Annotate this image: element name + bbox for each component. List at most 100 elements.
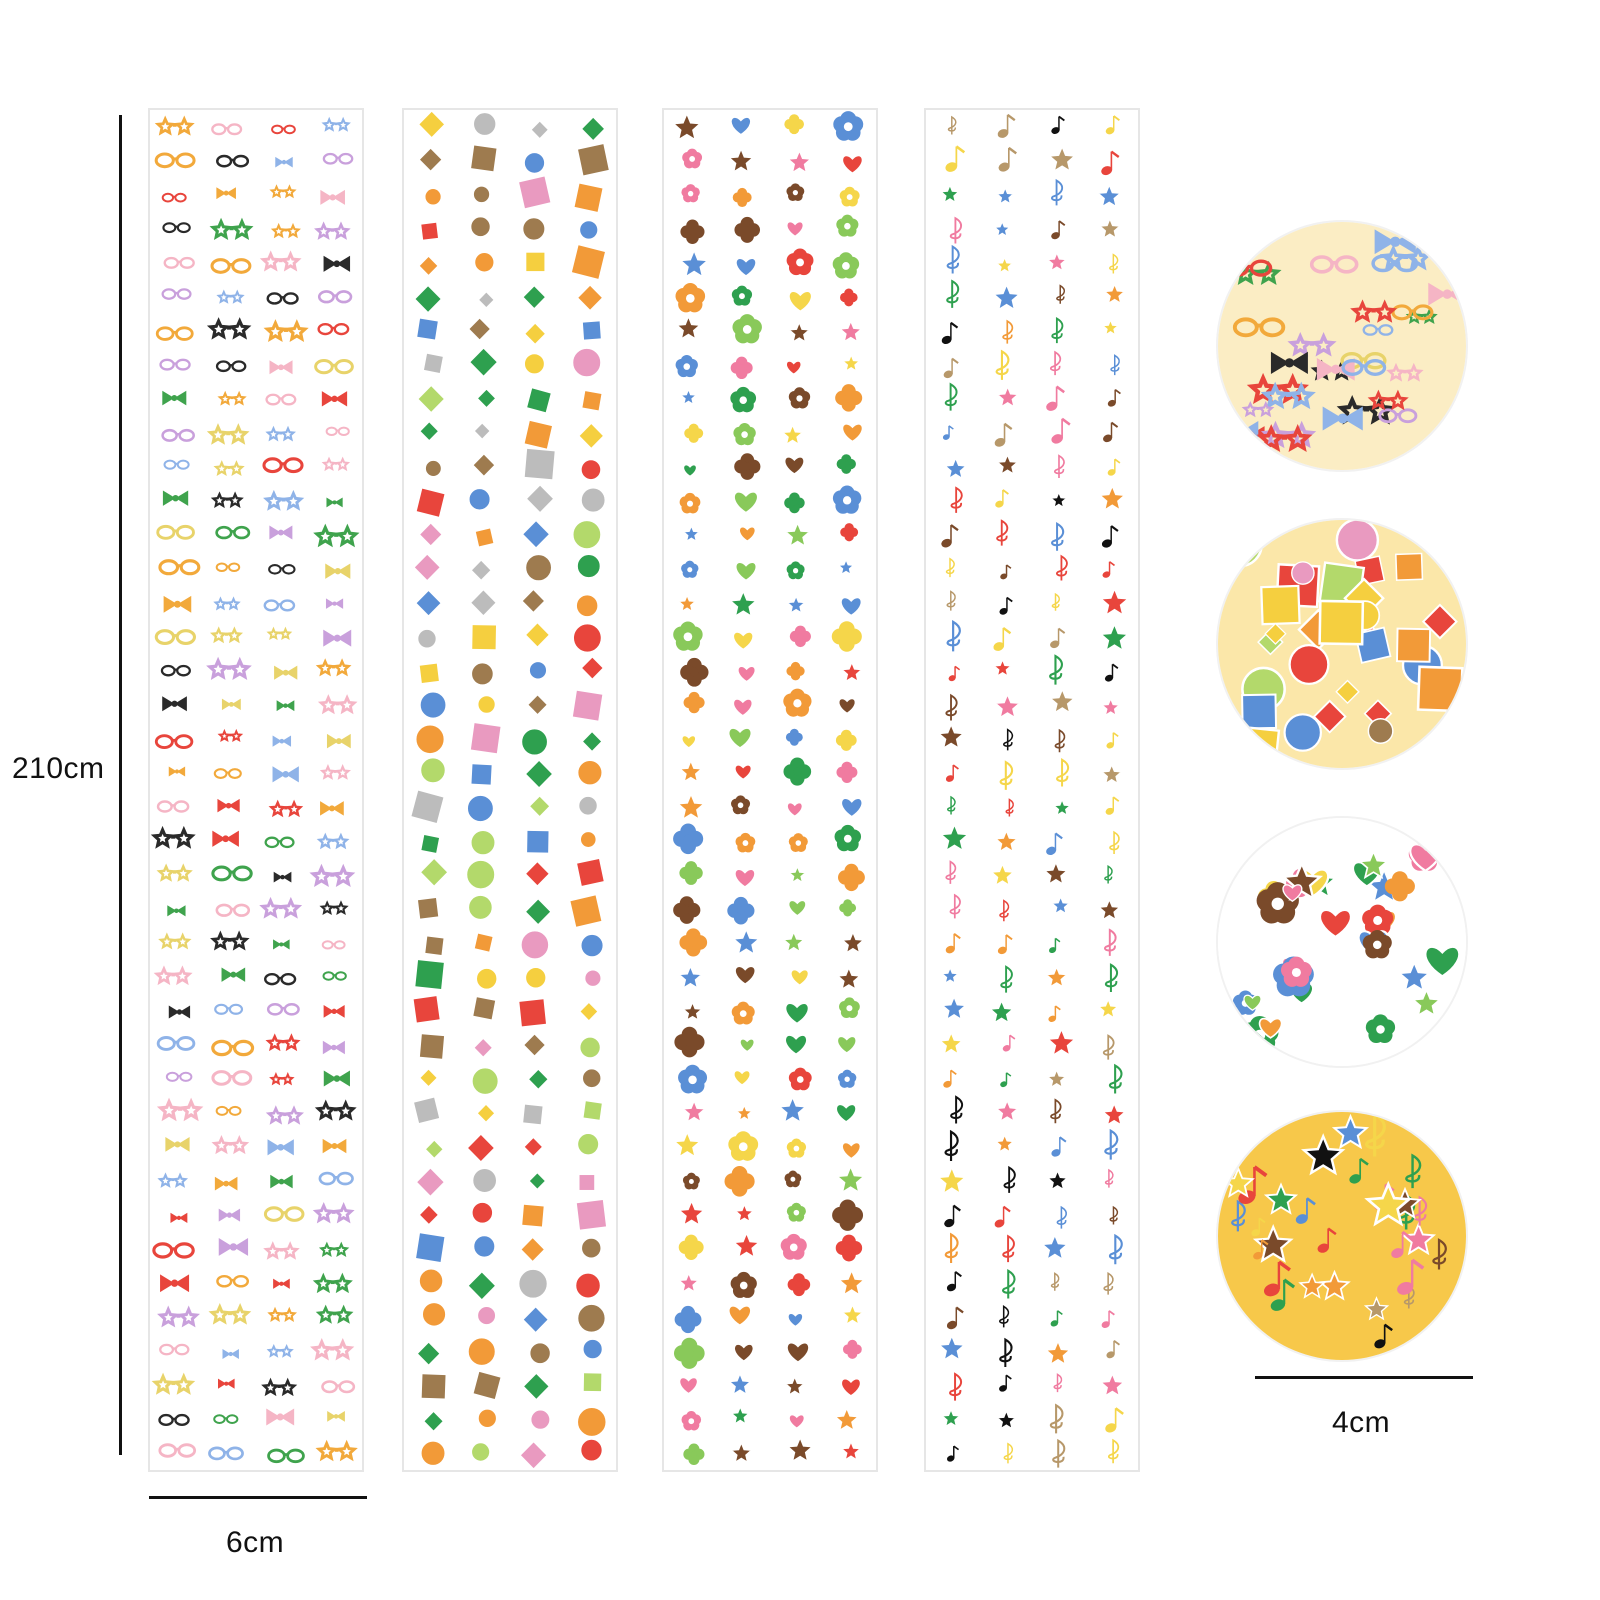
music-note-icon	[994, 1205, 1011, 1228]
square-icon	[525, 386, 553, 414]
circle-icon	[471, 1201, 494, 1224]
heart-icon	[735, 257, 757, 277]
star-glasses-icon	[265, 425, 296, 442]
heart-icon	[683, 464, 697, 477]
music-note-icon	[1101, 1310, 1115, 1329]
circle-icon	[582, 1338, 603, 1360]
music-note-icon	[1397, 1258, 1425, 1295]
flower-icon	[786, 1138, 807, 1158]
clover-icon	[838, 863, 865, 892]
star-glasses-icon	[150, 825, 196, 849]
circle-icon	[470, 1442, 491, 1462]
music-note-icon	[1107, 388, 1121, 407]
flower-icon	[728, 1131, 759, 1161]
star-glasses-icon	[211, 1134, 250, 1155]
treble-clef-icon	[1053, 454, 1065, 478]
treble-clef-icon	[999, 1337, 1013, 1367]
diamond-icon	[581, 730, 603, 753]
heart-icon	[1423, 945, 1461, 979]
treble-clef-icon	[1053, 1373, 1063, 1393]
treble-clef-icon	[1049, 1403, 1064, 1434]
music-note-icon	[1374, 1323, 1393, 1349]
music-note-icon	[998, 146, 1017, 172]
glasses-icon	[215, 360, 247, 373]
clover-icon	[730, 356, 753, 380]
bow-icon	[212, 830, 239, 847]
star-icon	[836, 965, 862, 991]
star-icon	[674, 314, 702, 341]
treble-clef-icon	[1003, 728, 1014, 751]
glasses-icon	[1309, 255, 1359, 274]
square-icon	[420, 833, 441, 855]
diamond-icon	[476, 388, 497, 409]
clover-icon	[787, 1273, 811, 1297]
circle-icon	[1218, 521, 1263, 568]
star-icon	[729, 1441, 753, 1464]
square-icon	[1318, 599, 1365, 646]
circle-icon	[528, 660, 548, 680]
bow-icon	[273, 1278, 290, 1289]
heart-icon	[840, 1378, 862, 1397]
diamond-icon	[523, 897, 553, 927]
circle-icon	[529, 1342, 552, 1365]
star-icon	[840, 660, 864, 683]
square-icon	[578, 1173, 596, 1192]
treble-clef-icon	[1056, 284, 1065, 304]
treble-clef-icon	[1005, 798, 1014, 817]
square-icon	[416, 896, 440, 920]
flower-icon	[731, 795, 751, 815]
bow-icon	[326, 733, 351, 749]
flower-icon	[786, 248, 814, 276]
glasses-icon	[317, 290, 353, 304]
glasses-icon	[211, 1070, 253, 1086]
heart-icon	[788, 1414, 805, 1429]
glasses-icon	[158, 1443, 197, 1458]
star-icon	[994, 1133, 1015, 1154]
square-icon	[1234, 725, 1281, 768]
glasses-icon	[215, 1105, 242, 1116]
bow-icon	[327, 1410, 345, 1422]
star-icon	[670, 111, 703, 142]
flower-icon	[784, 1170, 802, 1188]
clover-icon	[679, 861, 703, 885]
bow-icon	[272, 766, 299, 783]
glasses-icon	[266, 1002, 300, 1016]
heart-icon	[1243, 994, 1262, 1011]
star-glasses-icon	[321, 116, 351, 132]
star-icon	[783, 520, 812, 548]
star-glasses-icon	[209, 217, 254, 241]
star-glasses-icon	[157, 1305, 200, 1328]
star-glasses-icon	[1241, 400, 1275, 418]
bow-icon	[218, 1208, 241, 1222]
star-glasses-icon	[1256, 424, 1313, 452]
star-icon	[994, 829, 1019, 853]
star-icon	[727, 1371, 753, 1396]
music-note-icon	[993, 626, 1012, 651]
heart-icon	[732, 631, 754, 651]
clover-icon	[789, 625, 811, 648]
circle-icon	[477, 695, 496, 714]
square-icon	[517, 997, 548, 1029]
diamond-icon	[578, 1001, 599, 1022]
star-icon	[989, 862, 1016, 887]
music-note-icon	[1051, 417, 1071, 444]
star-icon	[1052, 798, 1072, 817]
glasses-icon	[162, 222, 191, 234]
circle-icon	[524, 553, 553, 582]
glasses-icon	[161, 428, 195, 442]
treble-clef-icon	[1056, 1205, 1067, 1229]
music-note-icon	[994, 422, 1013, 447]
circle-icon	[419, 756, 447, 784]
circle-icon	[576, 553, 602, 579]
glasses-icon	[266, 292, 299, 305]
star-glasses-icon	[156, 863, 193, 882]
bow-icon	[320, 801, 344, 816]
star-glasses-icon	[321, 456, 351, 472]
heart-icon	[836, 1035, 857, 1054]
flower-icon	[679, 492, 701, 514]
circle-icon	[520, 727, 549, 757]
strip-pattern	[409, 110, 611, 1470]
clover-icon	[727, 896, 755, 925]
bow-icon	[323, 629, 352, 647]
diamond-icon	[528, 1171, 547, 1191]
